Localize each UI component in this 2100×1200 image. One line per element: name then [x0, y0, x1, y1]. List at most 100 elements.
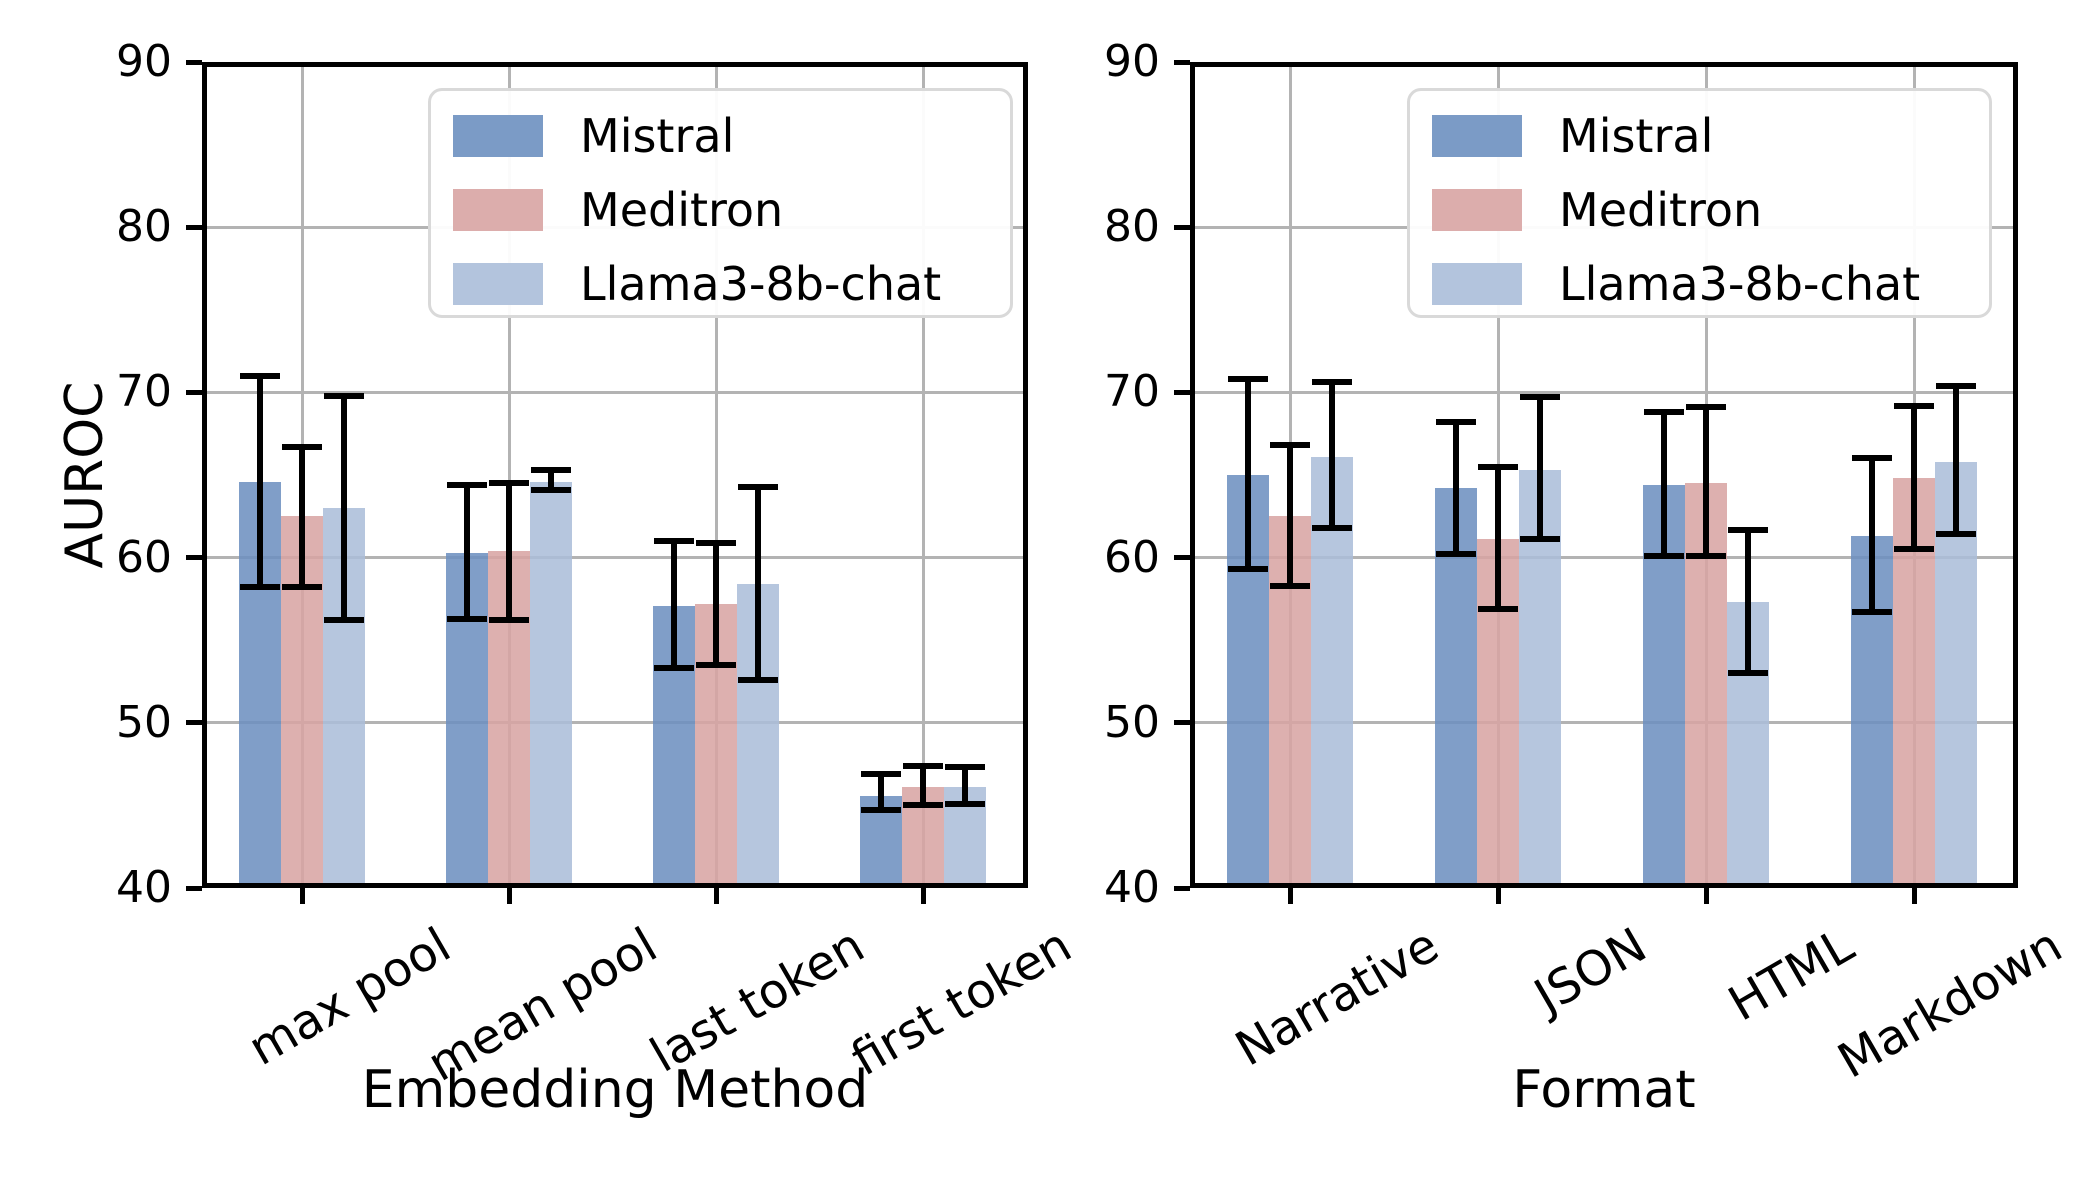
error-bar: [1745, 529, 1751, 674]
error-cap-bottom: [1228, 566, 1268, 573]
error-cap-top: [1478, 463, 1518, 470]
x-tick-label: last token: [641, 917, 874, 1084]
meditron-swatch: [1432, 189, 1522, 231]
legend-entry-llama3: Llama3-8b-chat: [1432, 257, 1979, 317]
y-tick: [186, 885, 202, 891]
error-cap-bottom: [1936, 531, 1976, 538]
error-cap-bottom: [945, 800, 985, 807]
error-cap-bottom: [447, 615, 487, 622]
error-cap-top: [1436, 419, 1476, 426]
gridline-horizontal: [202, 556, 1028, 560]
gridline-horizontal: [1190, 390, 2018, 394]
legend-entry-mistral: Mistral: [453, 109, 1000, 169]
error-cap-bottom: [696, 661, 736, 668]
error-cap-top: [861, 771, 901, 777]
y-tick: [186, 720, 202, 726]
x-tick-label: Narrative: [1225, 917, 1448, 1078]
error-cap-bottom: [1894, 546, 1934, 553]
error-bar: [1703, 407, 1709, 556]
error-cap-top: [1894, 402, 1934, 409]
y-tick-label: 50: [116, 696, 172, 748]
x-tick: [713, 888, 719, 904]
error-bar: [920, 765, 926, 806]
error-bar: [548, 470, 554, 490]
plot-area-embedding-method: [202, 62, 1028, 888]
y-tick-label: 50: [1104, 696, 1160, 748]
error-bar: [1453, 422, 1459, 555]
error-cap-top: [903, 762, 943, 769]
legend-label: Llama3-8b-chat: [580, 257, 942, 311]
x-tick: [1703, 888, 1709, 904]
error-cap-top: [1644, 409, 1684, 416]
error-bar: [1245, 379, 1251, 570]
error-bar: [1495, 466, 1501, 609]
x-tick-label: HTML: [1719, 917, 1864, 1033]
y-tick-label: 40: [1104, 862, 1160, 913]
mistral-swatch: [1432, 115, 1522, 157]
error-cap-top: [1936, 382, 1976, 389]
y-tick-label: 60: [116, 531, 172, 583]
error-cap-top: [282, 443, 322, 450]
error-bar: [341, 395, 347, 621]
error-bar: [713, 542, 719, 665]
legend-entry-mistral: Mistral: [1432, 109, 1979, 169]
error-bar: [506, 483, 512, 621]
error-cap-top: [240, 372, 280, 379]
error-bar: [878, 774, 884, 811]
error-cap-bottom: [738, 676, 778, 683]
error-cap-top: [1520, 394, 1560, 401]
error-cap-top: [324, 392, 364, 399]
error-cap-top: [1270, 442, 1310, 449]
y-tick-label: 80: [1104, 201, 1160, 253]
error-bar: [1287, 445, 1293, 586]
legend-label: Meditron: [580, 183, 784, 237]
error-cap-bottom: [1728, 670, 1768, 677]
error-cap-top: [1312, 379, 1352, 386]
error-cap-bottom: [861, 807, 901, 814]
y-tick-label: 90: [1104, 36, 1160, 87]
error-bar: [299, 446, 305, 588]
x-axis-label-format: Format: [1512, 1060, 1696, 1120]
error-cap-top: [696, 539, 736, 546]
legend-label: Mistral: [580, 109, 735, 163]
y-tick: [1174, 720, 1190, 726]
x-tick: [299, 888, 305, 904]
error-cap-bottom: [1852, 609, 1892, 616]
y-tick: [1174, 59, 1190, 65]
error-cap-bottom: [1478, 605, 1518, 612]
x-tick: [506, 888, 512, 904]
y-tick: [186, 224, 202, 230]
error-cap-top: [1852, 455, 1892, 462]
error-cap-top: [1686, 404, 1726, 411]
error-cap-bottom: [1436, 551, 1476, 558]
legend-entry-llama3: Llama3-8b-chat: [453, 257, 1000, 317]
legend-left: Mistral Meditron Llama3-8b-chat: [428, 88, 1013, 318]
error-cap-top: [531, 467, 571, 474]
mistral-swatch: [453, 115, 543, 157]
y-tick: [186, 389, 202, 395]
error-cap-bottom: [240, 584, 280, 591]
y-tick-label: 90: [116, 36, 172, 87]
legend-entry-meditron: Meditron: [453, 183, 1000, 243]
y-tick-label: 40: [116, 862, 172, 913]
error-cap-bottom: [1312, 524, 1352, 531]
error-bar: [257, 375, 263, 588]
y-tick: [1174, 389, 1190, 395]
legend-right: Mistral Meditron Llama3-8b-chat: [1407, 88, 1992, 318]
error-bar: [962, 767, 968, 804]
x-tick: [1495, 888, 1501, 904]
y-tick: [186, 59, 202, 65]
y-tick: [1174, 224, 1190, 230]
error-cap-bottom: [654, 665, 694, 672]
error-cap-bottom: [324, 617, 364, 624]
error-cap-bottom: [903, 802, 943, 809]
gridline-horizontal: [1190, 556, 2018, 560]
bar-llama3-8b-chat-mean-pool: [530, 481, 572, 888]
gridline-vertical: [921, 62, 925, 888]
legend-label: Meditron: [1559, 183, 1763, 237]
y-tick-label: 70: [1104, 366, 1160, 418]
error-cap-bottom: [1520, 536, 1560, 543]
gridline-vertical: [507, 62, 511, 888]
y-tick-label: 60: [1104, 531, 1160, 583]
x-tick: [920, 888, 926, 904]
